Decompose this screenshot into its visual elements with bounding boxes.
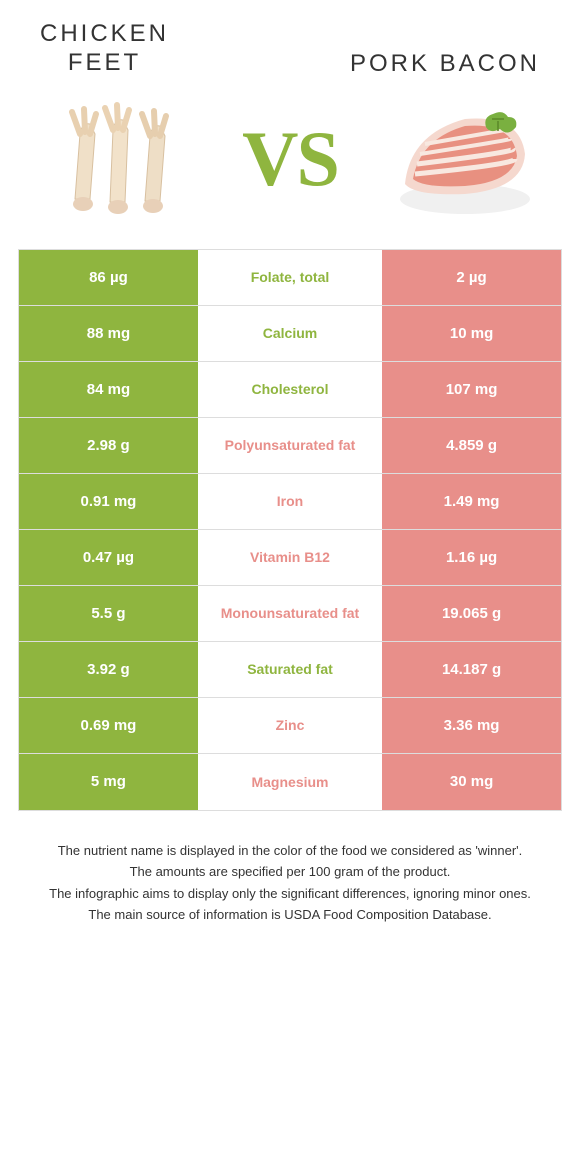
footer-line: The main source of information is USDA F… (30, 905, 550, 925)
value-right: 2 µg (382, 250, 561, 305)
footer-line: The nutrient name is displayed in the co… (30, 841, 550, 861)
header: CHICKEN FEET PORK BACON (0, 0, 580, 79)
value-right: 19.065 g (382, 586, 561, 641)
value-right: 4.859 g (382, 418, 561, 473)
bacon-image (390, 94, 540, 224)
value-right: 10 mg (382, 306, 561, 361)
table-row: 5 mgMagnesium30 mg (19, 754, 561, 810)
nutrient-label: Vitamin B12 (198, 530, 382, 585)
comparison-table: 86 µgFolate, total2 µg88 mgCalcium10 mg8… (18, 249, 562, 811)
chicken-feet-image (40, 94, 190, 224)
table-row: 2.98 gPolyunsaturated fat4.859 g (19, 418, 561, 474)
nutrient-label: Magnesium (198, 754, 382, 810)
vs-label: VS (242, 114, 338, 204)
value-left: 5.5 g (19, 586, 198, 641)
value-left: 0.91 mg (19, 474, 198, 529)
table-row: 0.47 µgVitamin B121.16 µg (19, 530, 561, 586)
footer-line: The amounts are specified per 100 gram o… (30, 862, 550, 882)
nutrient-label: Polyunsaturated fat (198, 418, 382, 473)
hero-row: VS (0, 79, 580, 249)
food-title-right: PORK BACON (350, 20, 540, 79)
value-left: 86 µg (19, 250, 198, 305)
value-right: 3.36 mg (382, 698, 561, 753)
table-row: 84 mgCholesterol107 mg (19, 362, 561, 418)
nutrient-label: Calcium (198, 306, 382, 361)
table-row: 86 µgFolate, total2 µg (19, 250, 561, 306)
value-left: 88 mg (19, 306, 198, 361)
value-right: 107 mg (382, 362, 561, 417)
value-right: 14.187 g (382, 642, 561, 697)
table-row: 88 mgCalcium10 mg (19, 306, 561, 362)
table-row: 5.5 gMonounsaturated fat19.065 g (19, 586, 561, 642)
value-left: 5 mg (19, 754, 198, 810)
value-right: 30 mg (382, 754, 561, 810)
nutrient-label: Cholesterol (198, 362, 382, 417)
table-row: 0.91 mgIron1.49 mg (19, 474, 561, 530)
value-left: 84 mg (19, 362, 198, 417)
nutrient-label: Saturated fat (198, 642, 382, 697)
nutrient-label: Monounsaturated fat (198, 586, 382, 641)
footer-notes: The nutrient name is displayed in the co… (30, 841, 550, 925)
nutrient-label: Folate, total (198, 250, 382, 305)
food-title-left: CHICKEN FEET (40, 20, 169, 79)
value-left: 0.69 mg (19, 698, 198, 753)
value-left: 3.92 g (19, 642, 198, 697)
nutrient-label: Zinc (198, 698, 382, 753)
nutrient-label: Iron (198, 474, 382, 529)
table-row: 3.92 gSaturated fat14.187 g (19, 642, 561, 698)
value-left: 0.47 µg (19, 530, 198, 585)
value-right: 1.49 mg (382, 474, 561, 529)
table-row: 0.69 mgZinc3.36 mg (19, 698, 561, 754)
value-right: 1.16 µg (382, 530, 561, 585)
value-left: 2.98 g (19, 418, 198, 473)
footer-line: The infographic aims to display only the… (30, 884, 550, 904)
